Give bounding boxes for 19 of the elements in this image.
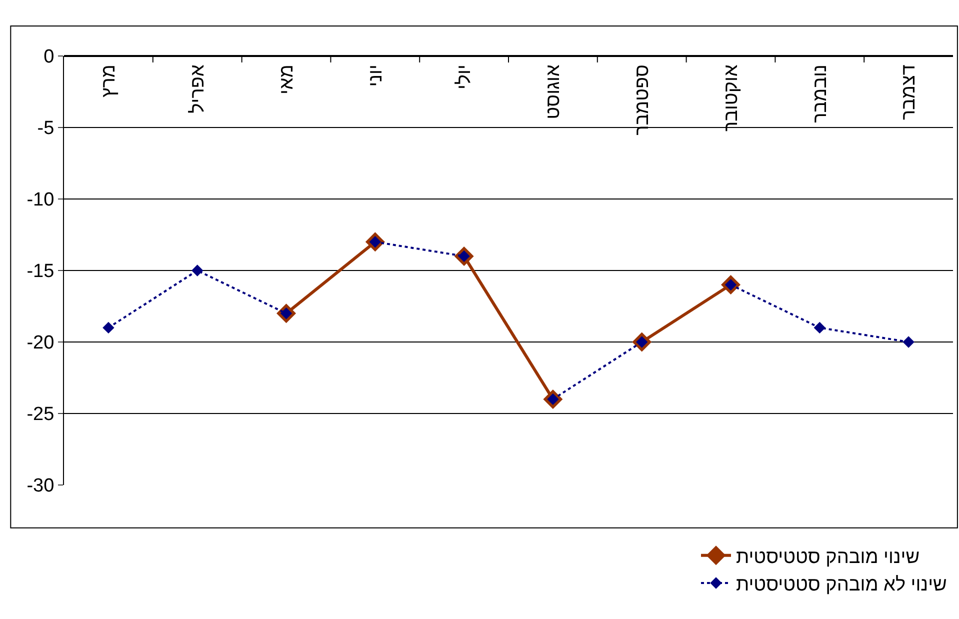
- x-tick-label: אוגוסט: [543, 64, 564, 120]
- legend-label: שינוי לא מובהק סטטיסטית: [736, 574, 948, 596]
- legend-label: שינוי מובהק סטטיסטית: [736, 546, 920, 568]
- x-tick-label: יוני: [365, 64, 386, 87]
- x-tick-label: אוקטובר: [720, 64, 742, 132]
- x-tick-label: דצמבר: [898, 64, 920, 120]
- y-tick-label: -30: [26, 476, 54, 497]
- x-tick-label: ספטמבר: [632, 64, 654, 136]
- y-tick-label: -25: [26, 404, 54, 426]
- y-tick-label: 0: [44, 46, 54, 68]
- x-tick-label: אפריל: [188, 64, 209, 114]
- y-tick-label: -20: [26, 332, 54, 354]
- y-tick-label: -5: [37, 118, 54, 140]
- x-tick-label: נובמבר: [810, 64, 831, 123]
- x-tick-label: מאי: [276, 64, 298, 95]
- x-tick-label: מרץ: [98, 64, 120, 98]
- x-tick-label: יולי: [454, 64, 476, 90]
- y-tick-label: -10: [26, 190, 54, 211]
- y-tick-label: -15: [26, 261, 54, 282]
